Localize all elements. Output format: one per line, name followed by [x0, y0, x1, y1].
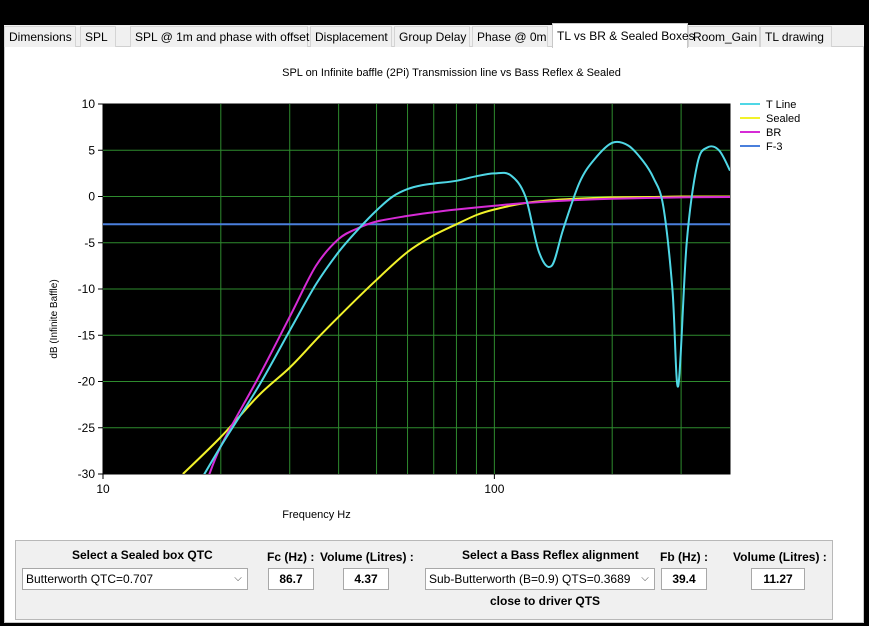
- series-line-sealed: [182, 195, 730, 474]
- fc-value: 86.7: [268, 568, 314, 590]
- br-note: close to driver QTS: [490, 594, 601, 608]
- x-tick-label: 10: [96, 482, 110, 496]
- y-tick-label: -15: [78, 328, 96, 342]
- tab-group-delay[interactable]: Group Delay: [394, 26, 470, 47]
- tab-tl-vs-br-sealed[interactable]: TL vs BR & Sealed Boxes: [552, 23, 695, 48]
- chevron-down-icon: ⌵: [641, 573, 649, 584]
- y-tick-label: -20: [78, 375, 96, 389]
- y-tick-label: -10: [78, 282, 96, 296]
- controls-panel: Select a Sealed box QTC Butterworth QTC=…: [15, 540, 833, 620]
- tab-dimensions[interactable]: Dimensions: [4, 26, 76, 47]
- x-axis-label: Frequency Hz: [282, 509, 350, 521]
- legend-label: F-3: [766, 141, 783, 153]
- y-tick-label: 5: [88, 143, 95, 157]
- series-group: [103, 140, 730, 474]
- tab-tl-drawing[interactable]: TL drawing: [760, 26, 832, 47]
- tab-strip: Dimensions SPL SPL @ 1m and phase with o…: [4, 23, 864, 48]
- tab-displacement[interactable]: Displacement: [310, 26, 392, 47]
- br-alignment-label: Select a Bass Reflex alignment: [462, 548, 639, 562]
- spl-chart: SPL on Infinite baffle (2Pi) Transmissio…: [49, 67, 800, 521]
- chevron-down-icon: ⌵: [234, 573, 242, 584]
- chart-title: SPL on Infinite baffle (2Pi) Transmissio…: [282, 67, 621, 79]
- sealed-qtc-value: Butterworth QTC=0.707: [26, 572, 154, 586]
- y-tick-label: 0: [88, 190, 95, 204]
- y-tick-label: -30: [78, 467, 96, 481]
- tab-spl-1m-phase[interactable]: SPL @ 1m and phase with offset: [130, 26, 309, 47]
- fb-value: 39.4: [661, 568, 707, 590]
- y-tick-label: -25: [78, 421, 96, 435]
- tab-room-gain[interactable]: Room_Gain: [688, 26, 760, 47]
- y-tick-label: -5: [84, 236, 95, 250]
- sealed-volume-value: 4.37: [343, 568, 389, 590]
- legend-label: BR: [766, 127, 781, 139]
- tab-page: SPL on Infinite baffle (2Pi) Transmissio…: [4, 47, 864, 623]
- series-line-t-line: [203, 140, 730, 474]
- legend-label: Sealed: [766, 113, 800, 125]
- y-axis-label: dB (Infinite Baffle): [49, 279, 60, 358]
- br-alignment-select[interactable]: Sub-Butterworth (B=0.9) QTS=0.3689 ⌵: [425, 568, 655, 590]
- sealed-qtc-label: Select a Sealed box QTC: [72, 548, 213, 562]
- sealed-volume-label: Volume (Litres) :: [320, 550, 414, 564]
- br-volume-label: Volume (Litres) :: [733, 550, 827, 564]
- x-tick-label: 100: [484, 482, 504, 496]
- tab-phase-0m[interactable]: Phase @ 0m: [472, 26, 548, 47]
- fb-label: Fb (Hz) :: [660, 550, 708, 564]
- br-alignment-value: Sub-Butterworth (B=0.9) QTS=0.3689: [429, 572, 631, 586]
- br-volume-value: 11.27: [751, 568, 805, 590]
- y-tick-label: 10: [82, 97, 96, 111]
- series-line-br: [208, 196, 730, 474]
- fc-label: Fc (Hz) :: [267, 550, 315, 564]
- tab-spl[interactable]: SPL: [80, 26, 116, 47]
- legend-label: T Line: [766, 99, 796, 111]
- sealed-qtc-select[interactable]: Butterworth QTC=0.707 ⌵: [22, 568, 248, 590]
